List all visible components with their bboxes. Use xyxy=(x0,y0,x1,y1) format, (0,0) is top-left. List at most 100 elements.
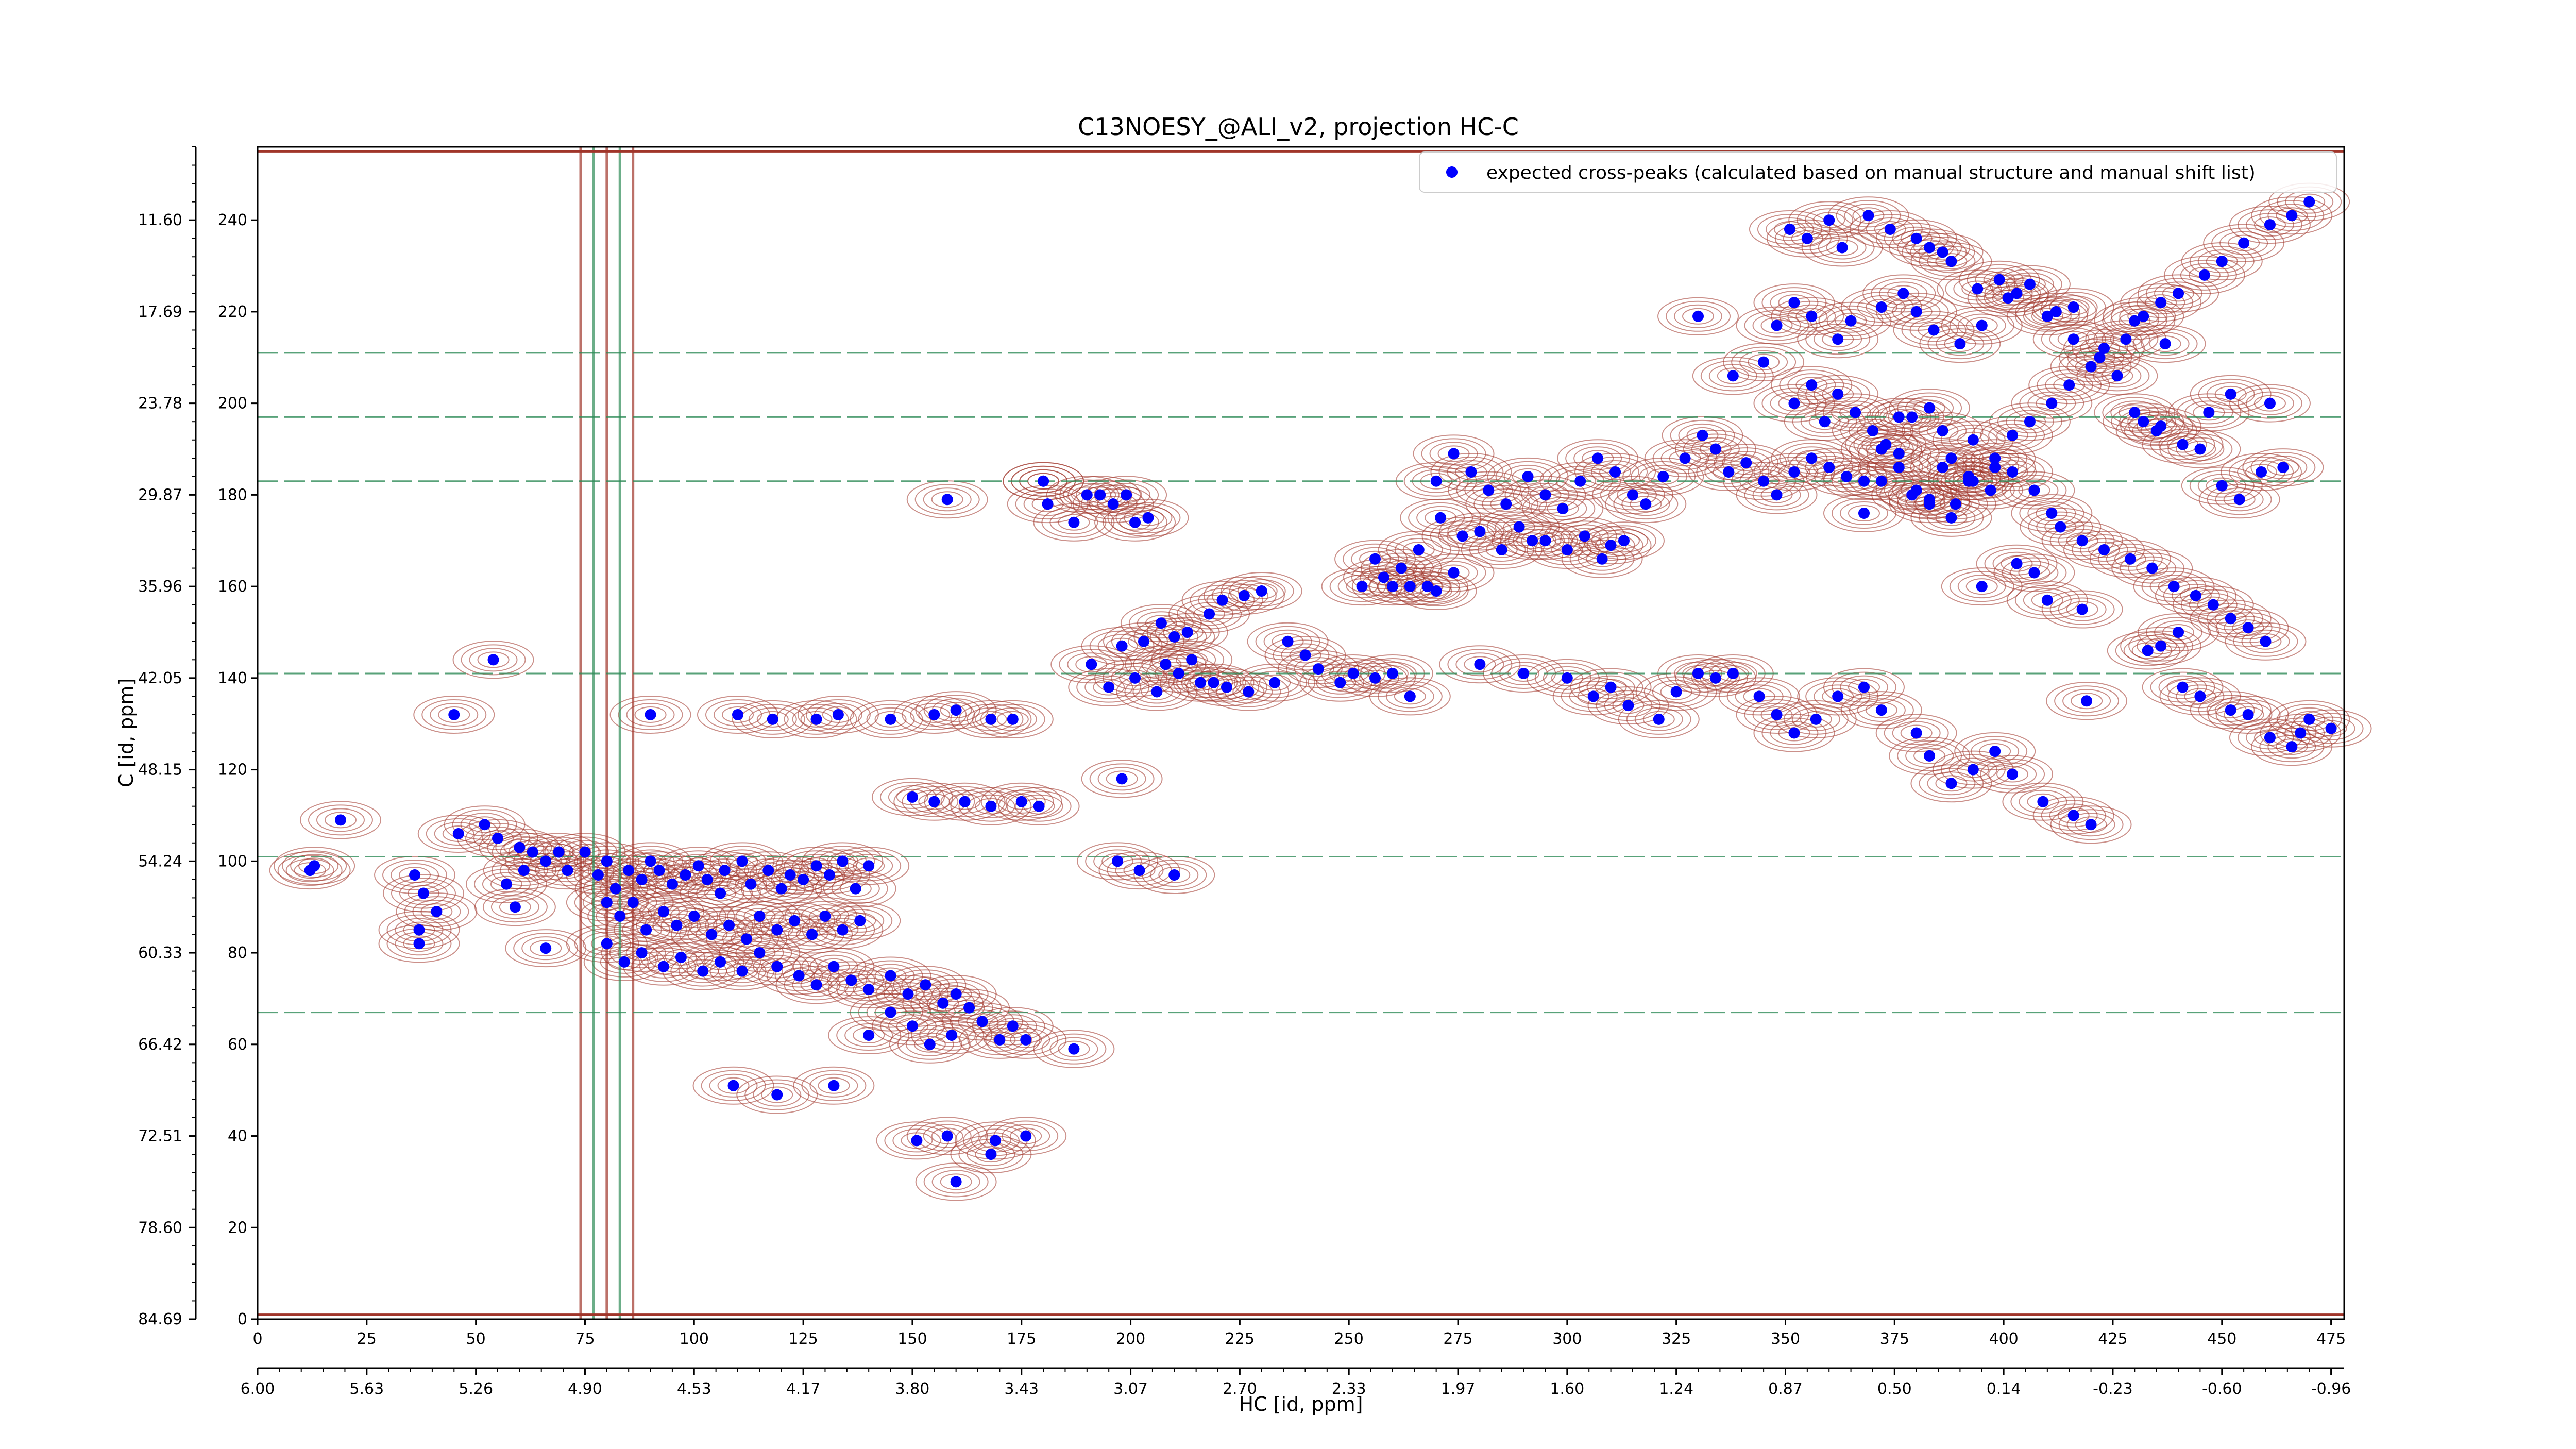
contour-ring xyxy=(2023,588,2072,612)
contour-ring xyxy=(1150,863,1199,887)
cross-peak-point xyxy=(1539,535,1551,547)
cross-peak-point xyxy=(1910,306,1922,317)
cross-peak-point xyxy=(2142,645,2154,656)
contour-ring xyxy=(1085,846,1150,877)
contour-ring xyxy=(923,487,972,512)
contour-ring xyxy=(784,897,866,935)
contour-ring xyxy=(754,901,836,940)
cross-peak-point xyxy=(1945,512,1957,524)
contour-ring xyxy=(1718,677,1800,716)
contour-ring xyxy=(2197,474,2246,498)
contour-ring xyxy=(1385,684,1434,709)
contour-ring xyxy=(1972,452,2054,491)
contour-ring xyxy=(985,1020,1067,1059)
x-ppm-tick-label: 2.33 xyxy=(1332,1380,1366,1398)
contour-ring xyxy=(1616,486,1649,503)
contour-ring xyxy=(2005,272,2054,296)
contour-ring xyxy=(876,1121,958,1160)
contour-ring xyxy=(601,860,683,899)
contour-ring xyxy=(1324,674,1357,691)
cross-peak-point xyxy=(985,1149,997,1160)
contour-ring xyxy=(1795,377,1828,394)
contour-ring xyxy=(1770,291,1819,315)
cross-peak-point xyxy=(837,924,849,936)
contour-ring xyxy=(1848,504,1880,521)
cross-peak-point xyxy=(1395,562,1407,574)
contour-ring xyxy=(2049,525,2115,557)
cross-peak-point xyxy=(1081,489,1093,501)
cross-peak-point xyxy=(2067,810,2079,821)
cross-peak-point xyxy=(1884,223,1896,235)
contour-ring xyxy=(931,491,963,508)
contour-ring xyxy=(1472,482,1505,499)
cross-peak-point xyxy=(754,910,766,922)
contour-ring xyxy=(2011,384,2093,423)
contour-ring xyxy=(774,964,823,988)
contour-ring xyxy=(1439,645,1521,684)
cross-peak-point xyxy=(1758,475,1770,487)
contour-ring xyxy=(2155,576,2236,615)
cross-peak-point xyxy=(609,883,621,895)
contour-ring xyxy=(1736,476,1818,514)
contour-ring xyxy=(2010,561,2059,585)
contour-ring xyxy=(396,892,478,931)
contour-ring xyxy=(2137,634,2185,658)
cross-peak-point xyxy=(2155,640,2167,652)
contour-ring xyxy=(1905,235,1954,260)
cross-peak-point xyxy=(2055,521,2066,533)
cross-peak-point xyxy=(810,979,822,991)
x-tick-label: 100 xyxy=(680,1330,709,1348)
cross-peak-point xyxy=(657,961,669,972)
contour-ring xyxy=(1935,253,1968,270)
contour-ring xyxy=(1247,622,1329,661)
cross-peak-point xyxy=(1906,411,1918,423)
x-ppm-tick-label: 4.53 xyxy=(677,1380,711,1398)
cross-peak-point xyxy=(963,1002,975,1014)
contour-ring xyxy=(1691,437,1740,461)
cross-peak-point xyxy=(2007,429,2019,441)
contour-ring xyxy=(1229,576,1294,607)
cross-peak-point xyxy=(1788,297,1800,309)
contour-ring xyxy=(1797,375,1879,413)
contour-ring xyxy=(793,1066,875,1105)
contour-ring xyxy=(1158,866,1191,883)
cross-peak-point xyxy=(1561,544,1573,556)
contour-ring xyxy=(1839,675,1888,699)
contour-ring xyxy=(2071,693,2103,710)
contour-ring xyxy=(1394,538,1443,562)
contour-ring xyxy=(2158,675,2207,699)
contour-ring xyxy=(1976,544,2058,583)
cross-peak-point xyxy=(1181,626,1193,638)
cross-peak-point xyxy=(309,860,320,872)
cross-peak-point xyxy=(1500,498,1512,510)
contour-ring xyxy=(2111,549,2193,587)
contour-ring xyxy=(2190,375,2272,413)
contour-ring xyxy=(1455,652,1504,677)
contour-ring xyxy=(1884,717,1949,749)
contour-ring xyxy=(1765,217,1814,241)
contour-ring xyxy=(801,904,850,928)
cross-peak-point xyxy=(2242,709,2254,720)
cross-peak-point xyxy=(562,865,573,877)
cross-peak-point xyxy=(2207,599,2219,611)
cross-peak-point xyxy=(540,942,552,954)
contour-ring xyxy=(1263,629,1312,653)
contour-ring xyxy=(2189,593,2238,617)
contour-ring xyxy=(1094,479,1159,511)
contour-ring xyxy=(1337,575,1386,599)
cross-peak-point xyxy=(1086,659,1097,670)
cross-peak-point xyxy=(1893,411,1905,423)
contour-ring xyxy=(1006,790,1072,822)
contour-ring xyxy=(1883,459,1915,476)
contour-ring xyxy=(2249,633,2282,650)
contour-ring xyxy=(2120,283,2202,322)
contour-ring xyxy=(1221,572,1302,611)
cross-peak-point xyxy=(2168,581,2180,593)
contour-ring xyxy=(828,847,910,885)
contour-ring xyxy=(1077,842,1159,881)
contour-ring xyxy=(1150,625,1199,649)
contour-ring xyxy=(1093,679,1125,696)
cross-peak-point xyxy=(1042,498,1054,510)
legend: expected cross-peaks (calculated based o… xyxy=(1419,151,2337,193)
contour-ring xyxy=(940,986,972,1003)
